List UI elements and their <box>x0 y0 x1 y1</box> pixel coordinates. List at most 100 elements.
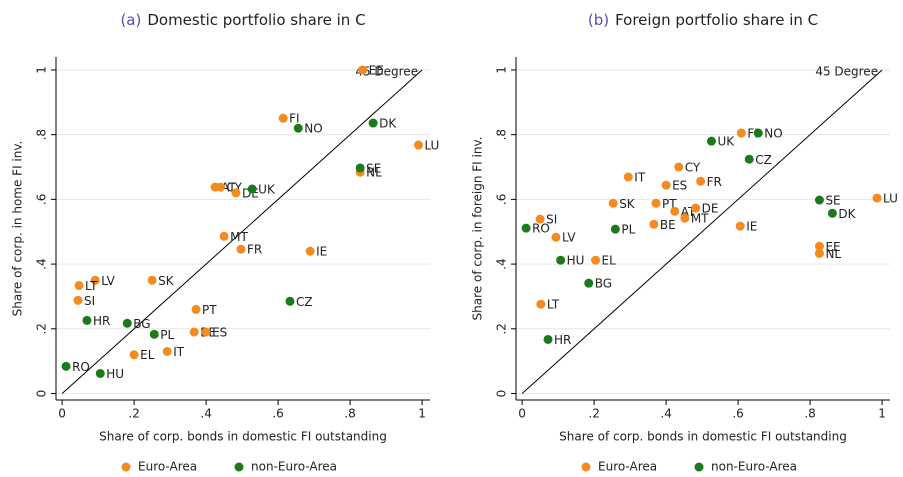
legend-label: Euro-Area <box>138 460 197 474</box>
panel: (b) Foreign portfolio share in C 0 .2 .4 .6 .8… <box>471 11 898 474</box>
point <box>191 304 201 314</box>
reference-line <box>61 69 423 394</box>
point-label: DK <box>838 207 856 221</box>
point <box>129 350 139 360</box>
legend-label: non-Euro-Area <box>711 460 797 474</box>
x-tick-label: .6 <box>732 407 743 421</box>
chart-title: (b) Foreign portfolio share in C <box>588 11 818 29</box>
y-tick-label: .8 <box>495 129 509 140</box>
point <box>610 224 620 234</box>
point-label: UK <box>717 135 735 149</box>
point-label: IT <box>173 345 185 359</box>
point-label: SI <box>546 213 557 227</box>
point-label: PL <box>621 223 635 237</box>
point <box>82 315 92 325</box>
annotation: 45 Degree <box>355 64 418 78</box>
point <box>189 327 199 337</box>
point-label: LU <box>883 192 898 206</box>
point-label: EL <box>140 348 155 362</box>
point-label: NO <box>304 122 322 136</box>
point <box>231 188 241 198</box>
point-label: ES <box>212 326 227 340</box>
point-label: NO <box>764 127 782 141</box>
point-label: EE <box>825 240 840 254</box>
point-label: BG <box>595 277 612 291</box>
x-tick-label: .2 <box>588 407 599 421</box>
point <box>827 208 837 218</box>
legend-marker <box>694 462 704 472</box>
point <box>691 203 701 213</box>
point <box>696 176 706 186</box>
point <box>247 184 257 194</box>
point-label: NL <box>366 166 382 180</box>
y-tick-label: .8 <box>35 129 49 140</box>
y-tick-label: 1 <box>35 66 49 74</box>
x-tick-label: .2 <box>128 407 139 421</box>
point-label: EE <box>369 63 384 77</box>
point <box>649 219 659 229</box>
point <box>674 162 684 172</box>
point-label: HU <box>106 367 124 381</box>
point-label: CZ <box>755 153 772 167</box>
point-label: FI <box>747 127 757 141</box>
point-label: PL <box>160 328 174 342</box>
y-tick-label: .4 <box>35 258 49 269</box>
point-label: FR <box>247 243 262 257</box>
panel-label: (b) <box>588 11 609 29</box>
point <box>61 361 71 371</box>
point <box>122 318 132 328</box>
point-label: BG <box>133 317 150 331</box>
point-label: RO <box>72 360 90 374</box>
point <box>543 334 553 344</box>
point-label: IE <box>746 220 757 234</box>
point <box>149 329 159 339</box>
point <box>368 118 378 128</box>
point <box>623 172 633 182</box>
point-label: SE <box>825 194 840 208</box>
point <box>201 327 211 337</box>
legend-marker <box>581 462 591 472</box>
title-text: Foreign portfolio share in C <box>615 11 818 29</box>
point-label: BE <box>660 218 676 232</box>
point-label: HR <box>554 333 571 347</box>
point-label: LV <box>562 231 576 245</box>
x-tick-label: 1 <box>418 407 426 421</box>
point-label: FI <box>289 112 299 126</box>
point-label: MT <box>230 230 248 244</box>
point-label: HR <box>93 314 110 328</box>
title-text: Domestic portfolio share in C <box>147 11 365 29</box>
point-label: SK <box>619 197 636 211</box>
point <box>536 299 546 309</box>
legend-marker <box>121 462 131 472</box>
point <box>95 368 105 378</box>
point <box>744 154 754 164</box>
panel: (a) Domestic portfolio share in C 0 .2 .4 .6.… <box>11 11 440 474</box>
point <box>814 248 824 258</box>
point-label: LT <box>85 279 98 293</box>
y-axis-label: Share of corp. in foreign FI inv. <box>471 137 485 321</box>
point-label: IT <box>634 171 646 185</box>
point-label: FR <box>707 175 722 189</box>
point <box>293 123 303 133</box>
point-label: UK <box>258 183 276 197</box>
x-axis-label: Share of corp. bonds in domestic FI outs… <box>559 430 847 444</box>
point-label: RO <box>532 222 550 236</box>
x-tick-label: 1 <box>878 407 886 421</box>
y-tick-label: 0 <box>495 390 509 398</box>
y-tick-label: 0 <box>35 390 49 398</box>
point <box>236 244 246 254</box>
point <box>90 275 100 285</box>
point-label: CY <box>685 161 701 175</box>
point <box>413 140 423 150</box>
point <box>74 280 84 290</box>
x-tick-label: 0 <box>518 407 526 421</box>
point <box>216 182 226 192</box>
y-axis-label: Share of corp. in home FI inv. <box>11 141 25 317</box>
y-tick-label: .4 <box>495 258 509 269</box>
point <box>278 113 288 123</box>
chart-title: (a) Domestic portfolio share in C <box>120 11 365 29</box>
annotation: 45 Degree <box>815 64 878 78</box>
y-tick-label: .6 <box>495 194 509 205</box>
point <box>147 275 157 285</box>
